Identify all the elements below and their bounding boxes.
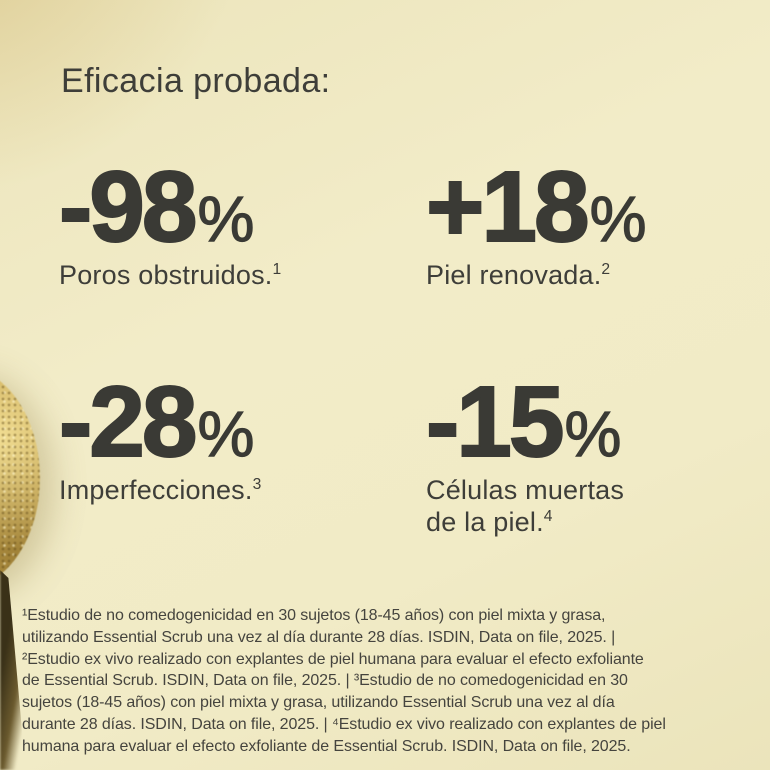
stat-value-row: -15% bbox=[425, 371, 756, 473]
footnote-line: utilizando Essential Scrub una vez al dí… bbox=[22, 628, 616, 646]
footnote-line: durante 28 días. ISDIN, Data on file, 20… bbox=[22, 715, 666, 733]
stat-value: -28 bbox=[58, 366, 199, 478]
stat-value: -98 bbox=[58, 151, 199, 263]
percent-sign: % bbox=[197, 183, 255, 255]
stat-value-row: -28% bbox=[58, 371, 389, 473]
stat-imperfecciones: -28% Imperfecciones.3 bbox=[58, 371, 389, 506]
footnote-line: de Essential Scrub. ISDIN, Data on file,… bbox=[22, 672, 628, 690]
stat-value-row: -98% bbox=[58, 156, 389, 258]
stat-label: Piel renovada.2 bbox=[426, 259, 756, 291]
stat-label-text: Piel renovada. bbox=[426, 260, 602, 290]
percent-sign: % bbox=[197, 398, 255, 470]
stat-poros-obstruidos: -98% Poros obstruidos.1 bbox=[58, 156, 389, 291]
stat-label-text: Imperfecciones. bbox=[59, 475, 253, 505]
stat-value: +18 bbox=[425, 151, 591, 263]
stat-piel-renovada: +18% Piel renovada.2 bbox=[425, 156, 756, 291]
footnote-marker: 2 bbox=[601, 261, 611, 278]
percent-sign: % bbox=[589, 183, 647, 255]
footnote-line: ¹Estudio de no comedogenicidad en 30 suj… bbox=[22, 607, 606, 624]
stat-label: Células muertas de la piel.4 bbox=[426, 474, 644, 538]
stat-value: -15 bbox=[425, 366, 566, 478]
stat-label: Imperfecciones.3 bbox=[59, 474, 389, 506]
stat-celulas-muertas: -15% Células muertas de la piel.4 bbox=[425, 371, 756, 538]
percent-sign: % bbox=[564, 398, 622, 470]
footnote-marker: 1 bbox=[272, 261, 282, 278]
page-title: Eficacia probada: bbox=[61, 62, 331, 100]
footnote-line: sujetos (18-45 años) con piel mixta y gr… bbox=[22, 694, 615, 712]
gold-scrub-blob bbox=[0, 366, 40, 590]
footnote-marker: 3 bbox=[252, 476, 262, 493]
stat-label-text: Células muertas de la piel. bbox=[426, 475, 625, 538]
footnote-line: humana para evaluar el efecto exfoliante… bbox=[22, 737, 631, 755]
stat-label-text: Poros obstruidos. bbox=[59, 260, 273, 290]
footnotes: ¹Estudio de no comedogenicidad en 30 suj… bbox=[22, 605, 762, 758]
stat-label: Poros obstruidos.1 bbox=[59, 259, 389, 291]
footnote-marker: 4 bbox=[543, 508, 553, 526]
stat-value-row: +18% bbox=[425, 156, 756, 258]
footnote-line: ²Estudio ex vivo realizado con explantes… bbox=[22, 650, 644, 668]
